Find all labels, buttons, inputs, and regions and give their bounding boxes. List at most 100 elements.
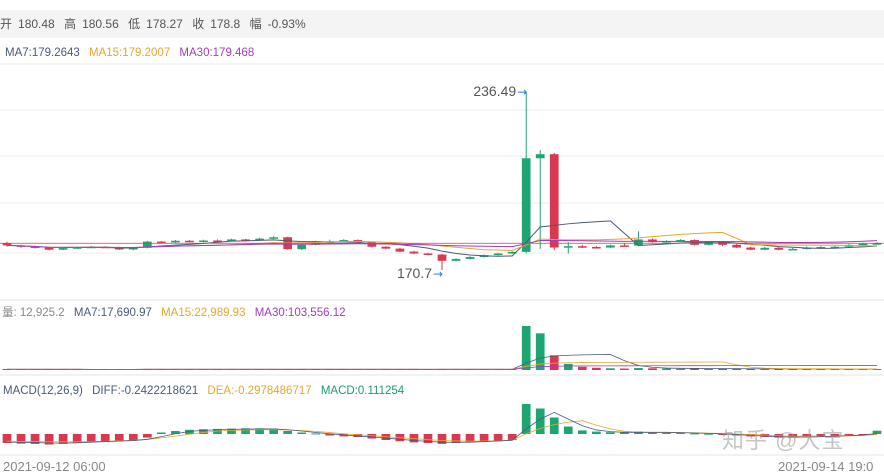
- candle-body: [591, 247, 601, 249]
- close-label: 收: [192, 17, 205, 31]
- time-axis-start: 2021-09-12 06:00: [3, 459, 106, 474]
- volume-ma7: MA7:17,690.97: [73, 307, 152, 319]
- volume-bar: [788, 369, 798, 370]
- candle-body: [409, 251, 419, 254]
- candle-body: [44, 247, 54, 250]
- candle-body: [507, 251, 517, 254]
- volume-bar: [732, 368, 742, 370]
- volume-bar: [774, 369, 784, 370]
- macd-bar: [353, 434, 363, 437]
- price-ma7-line: [6, 220, 878, 257]
- macd-diff: DIFF:-0.2422218621: [92, 385, 199, 397]
- low-arrow-icon: →: [433, 267, 443, 281]
- macd-bar: [255, 428, 264, 434]
- macd-bar: [72, 434, 82, 443]
- volume-bar: [535, 333, 545, 370]
- candle-body: [634, 239, 643, 246]
- candle-body: [185, 240, 194, 243]
- volume-bar: [606, 368, 615, 370]
- macd-name: MACD(12,26,9): [3, 385, 83, 397]
- macd-bar: [30, 434, 40, 444]
- candle-body: [142, 241, 152, 248]
- macd-bar: [620, 432, 629, 434]
- volume-bar: [704, 368, 713, 370]
- macd-bar: [227, 428, 236, 434]
- candle-body: [58, 248, 68, 250]
- candle-body: [381, 246, 391, 249]
- candle-body: [521, 158, 531, 252]
- candle-body: [72, 247, 82, 249]
- macd-value: MACD:0.111254: [320, 385, 405, 397]
- high-value: 180.56: [82, 17, 119, 31]
- macd-bar: [465, 434, 475, 443]
- open-value: 180.48: [18, 17, 55, 31]
- candle-body: [788, 248, 798, 251]
- macd-bar: [648, 432, 657, 434]
- macd-diff-line: [7, 411, 878, 444]
- volume-bar: [858, 369, 868, 370]
- macd-bar: [704, 433, 713, 435]
- candle-body: [732, 244, 742, 248]
- high-label: 高: [64, 17, 77, 31]
- candle-body: [241, 239, 250, 241]
- macd-bar: [157, 432, 166, 434]
- macd-bar: [409, 434, 419, 443]
- candle-body: [157, 241, 166, 244]
- low-label: 低: [128, 17, 141, 31]
- macd-bar: [16, 434, 26, 444]
- macd-bar: [297, 432, 307, 434]
- macd-bar: [114, 434, 124, 442]
- candle-body: [858, 243, 868, 246]
- candle-body: [297, 244, 307, 250]
- candle-body: [620, 245, 629, 247]
- macd-bar: [171, 431, 180, 434]
- macd-bar: [493, 434, 503, 442]
- candle-body: [676, 239, 685, 242]
- macd-bar: [606, 432, 615, 434]
- candle-body: [648, 239, 657, 243]
- volume-bar: [690, 368, 699, 370]
- volume-ma15: MA15:22,989.93: [161, 307, 246, 319]
- macd-bar: [830, 434, 840, 436]
- candle-body: [269, 237, 278, 239]
- change-value: -0.93%: [267, 17, 306, 31]
- candle-body: [465, 257, 475, 259]
- candle-body: [872, 243, 882, 245]
- macd-bar: [100, 434, 110, 442]
- volume-bar: [816, 369, 826, 370]
- macd-bar: [577, 430, 587, 434]
- candle-body: [746, 247, 756, 250]
- macd-bar: [549, 417, 559, 434]
- macd-bar: [521, 404, 531, 434]
- volume-ma30-line: [7, 365, 877, 370]
- macd-bar: [690, 433, 699, 435]
- candle-body: [171, 240, 180, 243]
- candle-body: [199, 240, 208, 243]
- volume-ma7-line: [7, 354, 877, 370]
- macd-bar: [44, 434, 54, 445]
- macd-dea: DEA:-0.2978486717: [207, 385, 312, 397]
- candle-body: [339, 239, 349, 242]
- candle-body: [830, 246, 840, 249]
- candle-body: [493, 253, 503, 256]
- volume-value: 量: 12,925.2: [2, 307, 65, 319]
- price-ma30-line: [6, 240, 878, 249]
- volume-bar: [521, 326, 531, 370]
- candle-body: [30, 246, 40, 248]
- volume-bar: [746, 369, 756, 370]
- macd-bar: [844, 434, 854, 436]
- candle-body: [227, 239, 236, 242]
- macd-legend: MACD(12,26,9) DIFF:-0.2422218621 DEA:-0.…: [3, 384, 410, 398]
- candle-body: [395, 248, 405, 252]
- macd-bar: [199, 429, 208, 434]
- macd-bar: [58, 434, 68, 444]
- candle-body: [367, 242, 377, 247]
- change-label: 幅: [249, 17, 262, 31]
- macd-bar: [185, 429, 194, 434]
- high-price-label: 236.49: [473, 83, 516, 99]
- volume-bar: [577, 366, 587, 370]
- candle-body: [535, 154, 545, 159]
- macd-bar: [437, 434, 447, 444]
- macd-bar: [367, 434, 377, 439]
